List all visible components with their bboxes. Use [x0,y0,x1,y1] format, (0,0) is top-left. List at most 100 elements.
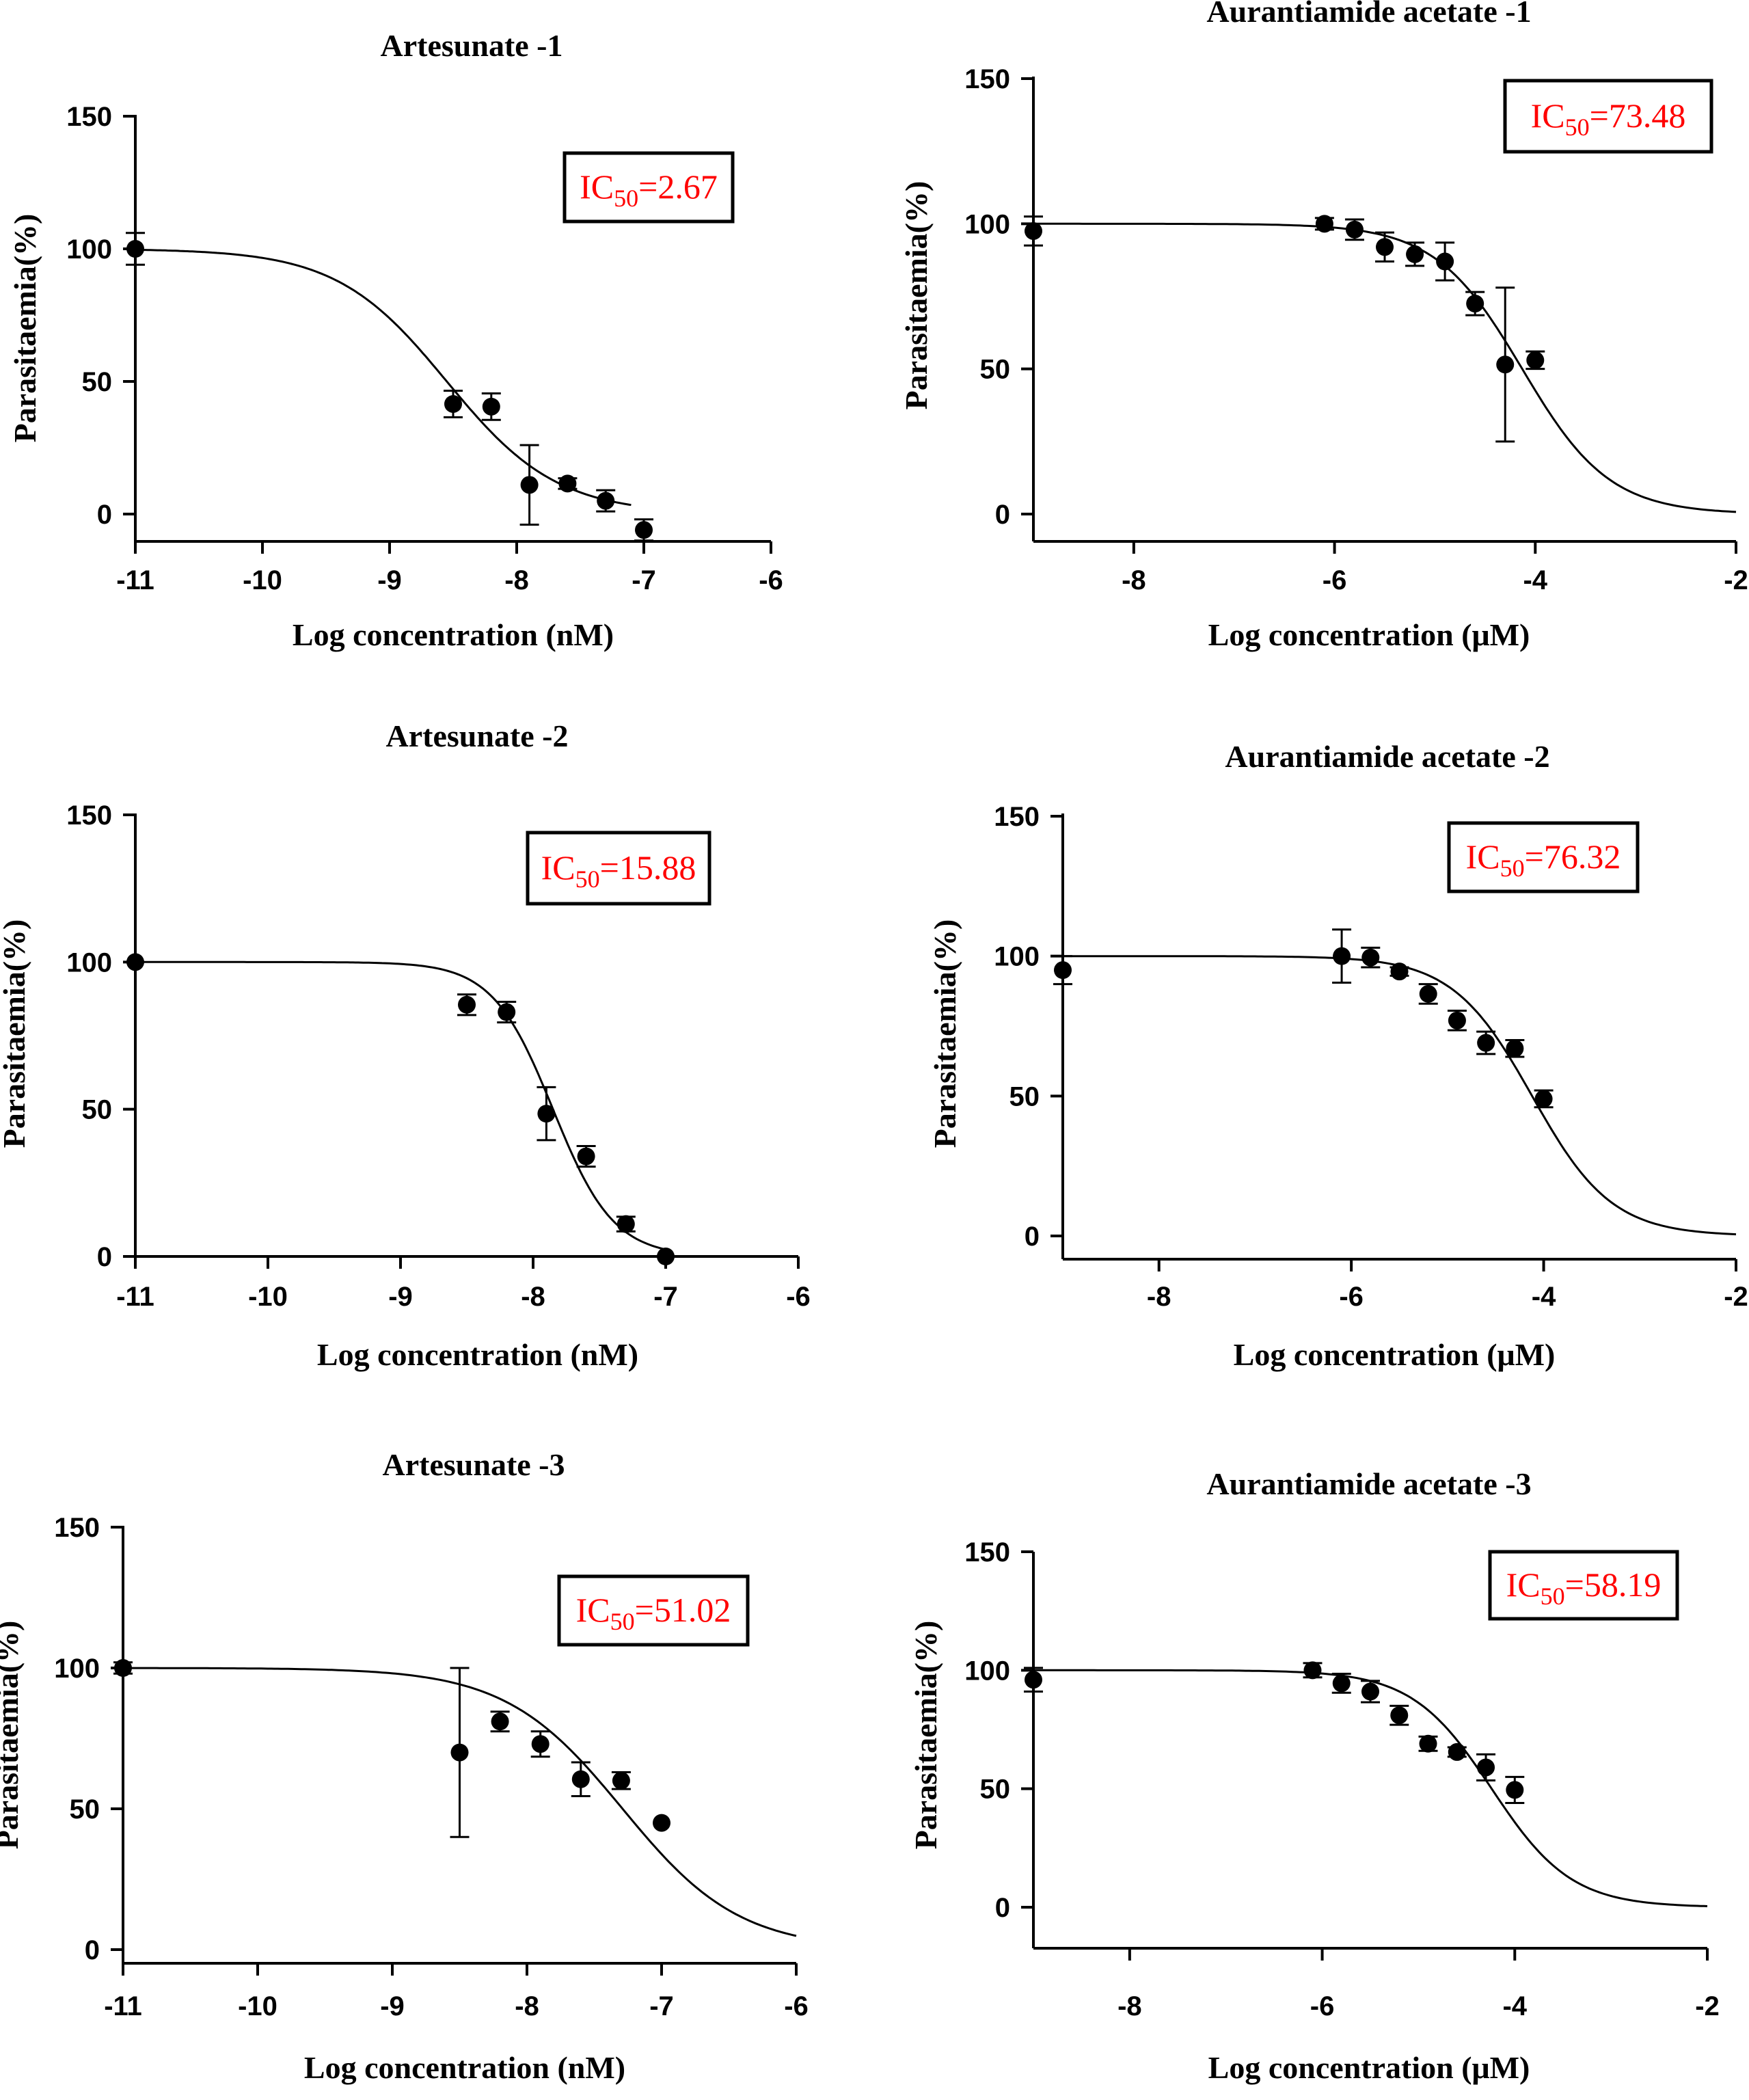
ic50-prefix: IC [1466,837,1500,876]
x-tick-label: -10 [248,1282,288,1312]
data-point [1506,1039,1524,1058]
data-point [1025,1671,1042,1689]
x-tick-label: -11 [104,1991,142,2021]
x-tick-label: -2 [1695,1991,1720,2021]
x-tick-label: -8 [1117,1991,1142,2021]
data-point [1390,962,1409,981]
data-point [114,1659,132,1677]
data-point [491,1712,509,1731]
ic50-box [562,151,735,224]
y-axis-label: Parasitaemia(%) [0,919,31,1148]
y-tick-label: 50 [980,1775,1011,1805]
y-axis-label: Parasitaemia(%) [0,1621,25,1850]
ic50-prefix: IC [1531,96,1565,135]
y-tick-label: 100 [66,234,112,265]
chart-panel-2: Aurantiamide acetate -1 0 50 100 150 -8 -6 -4 -2… [899,0,1748,652]
ic50-subscript: 50 [1565,113,1590,141]
x-tick-label: -9 [377,565,402,595]
x-axis-label: Log concentration (nM) [304,2050,625,2085]
x-tick-label: -6 [759,565,783,595]
data-point [1419,1734,1437,1753]
ic50-value: =58.19 [1565,1565,1662,1604]
x-tick-label: -2 [1724,1282,1748,1312]
ic50-box [526,831,711,906]
data-point [1332,1674,1351,1693]
ic50-label: IC50=2.67 [580,167,718,212]
x-axis-label: Log concentration (nM) [293,617,614,652]
data-point [1025,221,1042,240]
x-axis-label: Log concentration (μM) [1208,617,1530,652]
data-point [1345,220,1364,239]
chart-panel-5: Artesunate -3 0 50 100 150 -11 -10 -9 -8 -7 -6 Log … [0,1447,809,2085]
ic50-value: =2.67 [638,167,718,206]
x-tick-label: -7 [649,1991,674,2021]
data-point [531,1735,550,1753]
data-point [558,474,577,493]
y-axis-label: Parasitaemia(%) [8,214,42,443]
y-tick-label: 150 [66,800,112,831]
data-point [1419,984,1437,1003]
data-point [1477,1758,1495,1777]
chart-panel-1: Artesunate -1 0 50 100 150 -11 -10 -9 -8 -7 -6 Log … [8,28,783,652]
chart-title: Artesunate -3 [383,1447,565,1482]
ic50-subscript: 50 [1541,1583,1565,1610]
x-axis-label: Log concentration (μM) [1234,1337,1556,1372]
y-axis-label: Parasitaemia(%) [927,919,962,1148]
fit-curve [1063,955,1737,1236]
fit-curve [135,960,666,1251]
data-point [458,995,476,1014]
data-point [612,1771,630,1790]
data-point [126,240,144,258]
y-tick-label: 50 [1009,1081,1040,1112]
x-tick-label: -4 [1502,1991,1527,2021]
x-tick-label: -4 [1523,565,1547,595]
data-point [653,1814,670,1832]
x-axis-label: Log concentration (μM) [1208,2050,1530,2085]
data-point [577,1147,595,1166]
x-tick-label: -11 [116,565,154,595]
y-tick-label: 100 [66,947,112,978]
ic50-box [1447,821,1640,893]
fit-curve [1033,222,1737,513]
ic50-prefix: IC [576,1591,610,1629]
y-tick-label: 0 [995,500,1010,530]
data-point [1506,1781,1524,1799]
x-tick-label: -6 [784,1991,809,2021]
ic50-value: =15.88 [600,848,696,887]
chart-title: Aurantiamide acetate -2 [1225,739,1549,774]
x-tick-label: -10 [243,565,282,595]
ic50-label: IC50=58.19 [1506,1565,1662,1610]
x-tick-label: -4 [1532,1282,1556,1312]
x-tick-label: -10 [238,1991,277,2021]
chart-panel-3: Artesunate -2 0 50 100 150 -11 -10 -9 -8 -7 -6 Log … [0,718,811,1372]
chart-title: Artesunate -2 [386,718,569,753]
ic50-value: =73.48 [1590,96,1686,135]
data-point [1534,1090,1553,1108]
data-point [1466,295,1484,313]
x-tick-label: -6 [1323,565,1347,595]
data-point [1361,1682,1379,1701]
data-point [126,953,144,971]
y-tick-label: 0 [1025,1222,1040,1252]
y-tick-label: 0 [995,1893,1010,1923]
x-tick-label: -9 [388,1282,413,1312]
chart-panel-4: Aurantiamide acetate -2 0 50 100 150 -8 -6 -4 -2… [927,739,1748,1372]
ic50-label: IC50=51.02 [576,1591,731,1635]
data-point [571,1770,590,1788]
ic50-value: =76.32 [1525,837,1621,876]
x-tick-label: -8 [515,1991,539,2021]
x-tick-label: -8 [521,1282,545,1312]
x-tick-label: -2 [1724,565,1748,595]
chart-title: Artesunate -1 [381,28,563,63]
chart-title: Aurantiamide acetate -3 [1206,1466,1531,1501]
data-point [498,1003,516,1021]
data-point [1406,245,1424,263]
y-tick-label: 150 [994,802,1040,832]
x-tick-label: -9 [380,1991,405,2021]
chart-panel-6: Aurantiamide acetate -3 0 50 100 150 -8 -6 -4 -2… [908,1466,1720,2085]
ic50-prefix: IC [541,848,575,887]
data-point [537,1105,556,1123]
y-tick-label: 50 [70,1794,100,1825]
ic50-box [1488,1550,1679,1621]
